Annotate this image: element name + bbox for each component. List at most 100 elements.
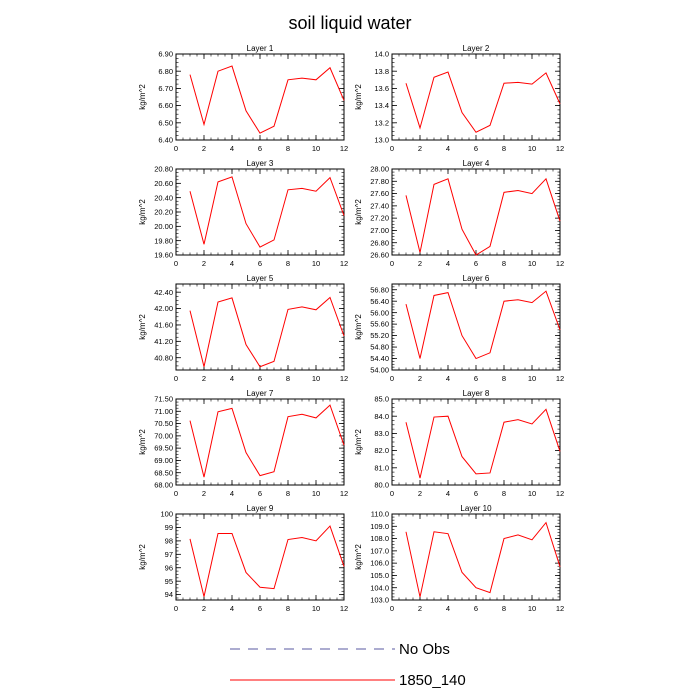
y-axis-label: kg/m^2 (138, 199, 147, 225)
panel-title: Layer 8 (463, 389, 490, 398)
series-line (189, 65, 345, 134)
y-tick-label: 104.0 (370, 583, 389, 592)
y-tick-label: 82.0 (374, 446, 389, 455)
x-tick-label: 10 (312, 604, 320, 613)
plot-frame (391, 398, 561, 486)
series-line (405, 71, 561, 133)
x-tick-label: 0 (390, 489, 394, 498)
x-tick-label: 0 (174, 604, 178, 613)
x-tick-label: 10 (312, 489, 320, 498)
x-tick-label: 6 (474, 489, 478, 498)
chart-panel-7: Layer 7 kg/m^2 0 2 4 6 8 10 12 68.00 68.50 69.00 69.… (138, 389, 348, 498)
x-tick-label: 4 (446, 144, 450, 153)
y-tick-label: 56.00 (370, 308, 389, 317)
x-tick-label: 4 (230, 374, 234, 383)
series-line (189, 525, 345, 597)
x-tick-label: 2 (418, 144, 422, 153)
y-tick-label: 20.20 (154, 208, 173, 217)
y-tick-label: 26.60 (370, 251, 389, 260)
x-tick-label: 8 (286, 144, 290, 153)
chart-panel-2: Layer 2 kg/m^2 0 2 4 6 8 10 12 13.0 13.2 13.4 13.6 13… (354, 44, 564, 153)
y-tick-label: 6.40 (158, 136, 173, 145)
y-tick-label: 99 (165, 523, 173, 532)
y-tick-label: 81.0 (374, 463, 389, 472)
x-tick-label: 12 (556, 144, 564, 153)
x-tick-label: 2 (202, 259, 206, 268)
x-tick-label: 2 (418, 604, 422, 613)
x-tick-label: 6 (474, 259, 478, 268)
x-tick-label: 4 (446, 604, 450, 613)
legend-entry-2: 1850_140 (230, 672, 466, 689)
y-tick-label: 40.80 (154, 353, 173, 362)
y-axis-label: kg/m^2 (138, 84, 147, 110)
plot-frame (175, 168, 345, 256)
series-line (405, 408, 561, 479)
y-tick-label: 14.0 (374, 50, 389, 59)
x-tick-label: 4 (230, 489, 234, 498)
y-tick-label: 100 (160, 510, 173, 519)
panel-title: Layer 2 (463, 44, 490, 53)
chart-panel-5: Layer 5 kg/m^2 0 2 4 6 8 10 12 40.80 41.20 41.60 42.… (138, 274, 348, 383)
y-tick-label: 42.00 (154, 304, 173, 313)
y-tick-label: 27.00 (370, 226, 389, 235)
chart-panel-3: Layer 3 kg/m^2 0 2 4 6 8 10 12 19.60 19.80 20.00 20.… (138, 159, 348, 268)
x-tick-label: 8 (502, 144, 506, 153)
y-tick-label: 106.0 (370, 559, 389, 568)
chart-panel-9: Layer 9 kg/m^2 0 2 4 6 8 10 12 94 95 96 97 98 99 100 (138, 504, 348, 613)
y-tick-label: 110.0 (371, 510, 389, 519)
y-axis-label: kg/m^2 (354, 544, 363, 570)
y-tick-label: 13.2 (374, 118, 389, 127)
x-tick-label: 0 (390, 374, 394, 383)
x-tick-label: 2 (418, 259, 422, 268)
panel-title: Layer 10 (460, 504, 492, 513)
x-tick-label: 4 (230, 144, 234, 153)
y-tick-label: 109.0 (370, 522, 389, 531)
x-tick-label: 6 (474, 144, 478, 153)
y-axis-label: kg/m^2 (354, 84, 363, 110)
x-tick-label: 6 (258, 604, 262, 613)
y-tick-label: 68.00 (154, 481, 173, 490)
x-tick-label: 2 (418, 374, 422, 383)
x-tick-label: 10 (528, 489, 536, 498)
x-tick-label: 4 (230, 259, 234, 268)
y-tick-label: 70.00 (154, 431, 173, 440)
chart-panel-1: Layer 1 kg/m^2 0 2 4 6 8 10 12 6.40 6.50 6.60 6.70 6.… (138, 44, 348, 153)
series-line (189, 296, 345, 368)
y-tick-label: 71.50 (154, 395, 173, 404)
y-tick-label: 95 (165, 577, 173, 586)
y-tick-label: 6.80 (158, 67, 173, 76)
x-tick-label: 8 (502, 489, 506, 498)
plot-frame (391, 53, 561, 141)
chart-panel-4: Layer 4 kg/m^2 0 2 4 6 8 10 12 26.60 26.80 27.00 27.… (354, 159, 564, 268)
y-tick-label: 13.6 (374, 84, 389, 93)
y-axis-label: kg/m^2 (354, 199, 363, 225)
x-tick-label: 0 (174, 259, 178, 268)
x-tick-label: 0 (174, 489, 178, 498)
y-tick-label: 56.40 (370, 297, 389, 306)
series-line (405, 521, 561, 598)
plot-frame (175, 53, 345, 141)
y-tick-label: 27.40 (370, 201, 389, 210)
y-tick-label: 27.80 (370, 177, 389, 186)
panel-title: Layer 7 (247, 389, 274, 398)
x-tick-label: 10 (528, 259, 536, 268)
y-axis-label: kg/m^2 (354, 429, 363, 455)
x-tick-label: 10 (528, 144, 536, 153)
y-tick-label: 6.50 (158, 118, 173, 127)
y-tick-label: 71.00 (154, 407, 173, 416)
x-tick-label: 6 (474, 374, 478, 383)
x-tick-label: 10 (312, 259, 320, 268)
x-tick-label: 12 (340, 604, 348, 613)
y-tick-label: 54.80 (370, 343, 389, 352)
x-tick-label: 10 (312, 374, 320, 383)
y-tick-label: 41.60 (154, 321, 173, 330)
x-tick-label: 2 (202, 604, 206, 613)
chart-panel-6: Layer 6 kg/m^2 0 2 4 6 8 10 12 54.00 54.40 54.80 55.… (354, 274, 564, 383)
y-tick-label: 55.20 (370, 331, 389, 340)
x-tick-label: 12 (340, 144, 348, 153)
y-tick-label: 54.40 (370, 354, 389, 363)
x-tick-label: 6 (258, 489, 262, 498)
series-line (189, 176, 345, 248)
x-tick-label: 12 (340, 374, 348, 383)
x-tick-label: 2 (202, 374, 206, 383)
